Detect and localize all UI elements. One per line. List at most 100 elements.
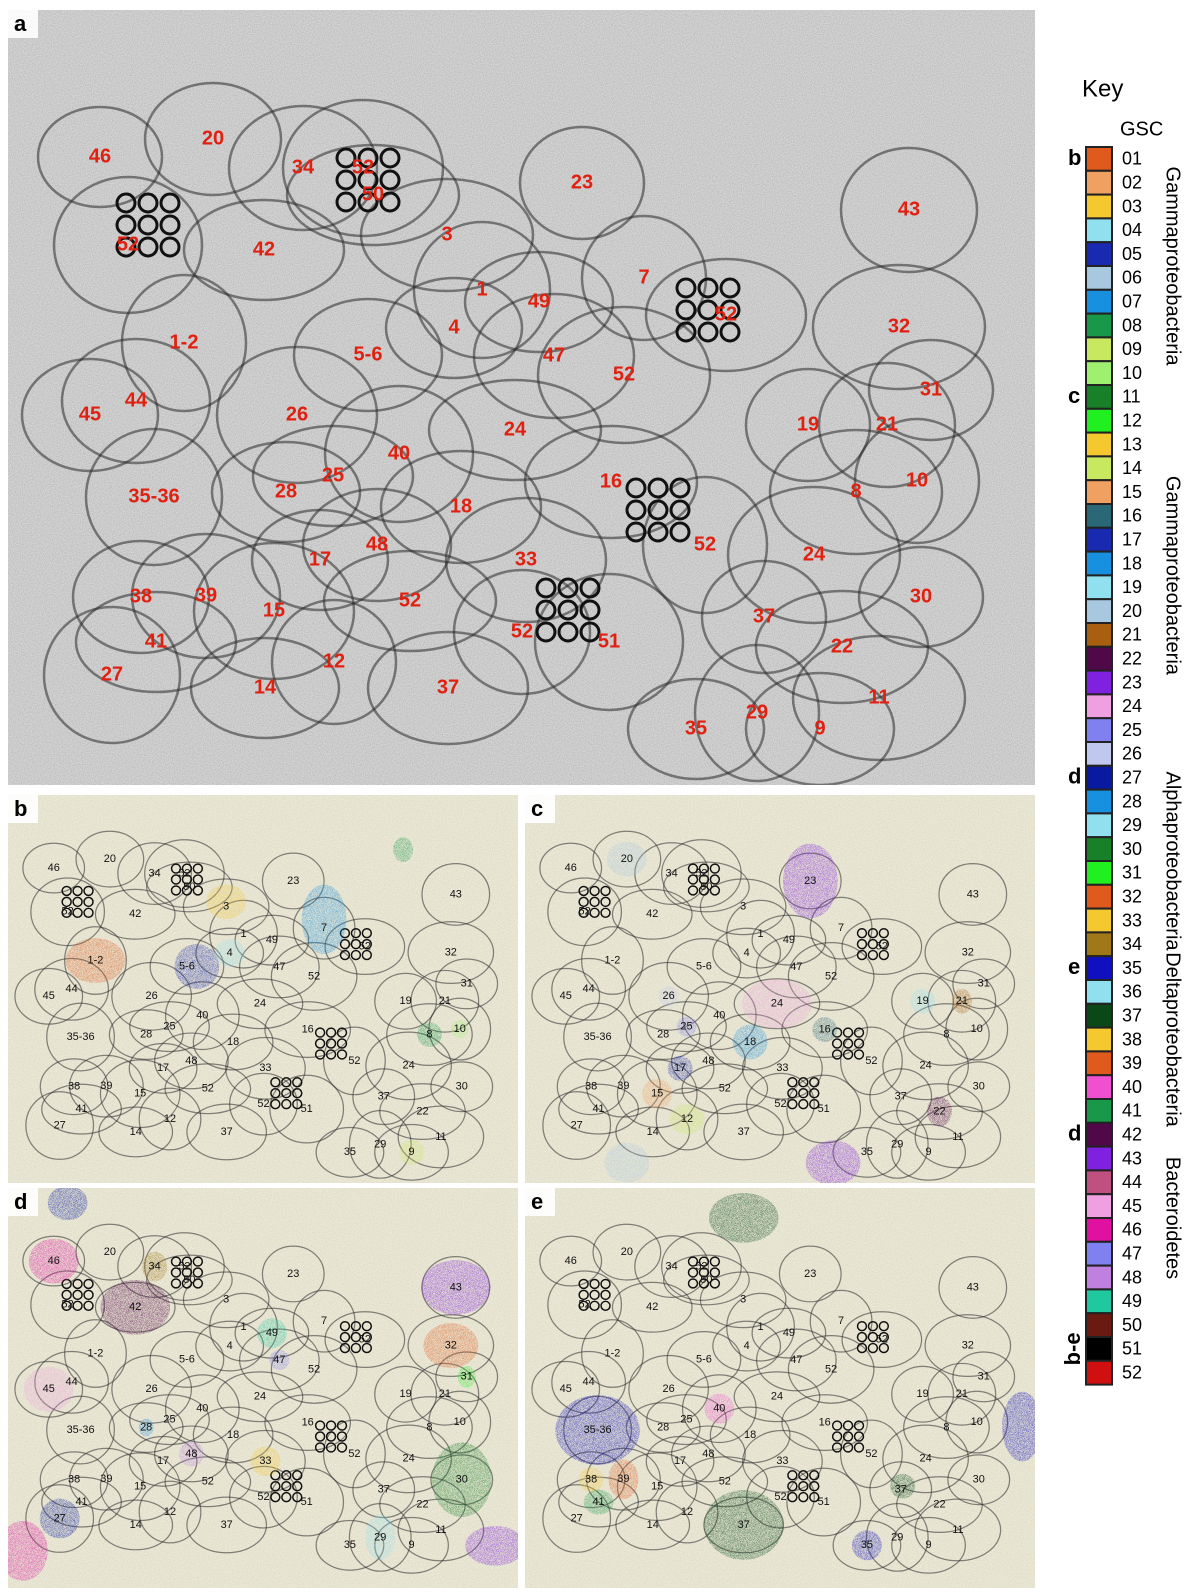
cell-label: 31 [978, 978, 990, 990]
key-id: 24 [1122, 696, 1142, 716]
cell-label: 21 [876, 413, 898, 435]
key-id: 36 [1122, 982, 1142, 1002]
group-letter: c [1068, 383, 1080, 408]
cell-label: 3 [223, 901, 229, 913]
panel-letter: e [531, 1189, 543, 1214]
cell-label: 50 [700, 1274, 712, 1286]
group-name: Bacteroidetes [1162, 1157, 1184, 1279]
cell-label: 12 [323, 650, 345, 672]
cell-label: 30 [456, 1474, 468, 1486]
cell-label: 3 [740, 1294, 746, 1306]
cell-label: 37 [895, 1091, 907, 1103]
cell-label: 9 [409, 1539, 415, 1551]
cell-label: 52 [694, 533, 716, 555]
key-swatch [1086, 409, 1112, 433]
cell-label: 33 [776, 1062, 788, 1074]
key-swatch [1086, 195, 1112, 219]
key-swatch [1086, 504, 1112, 528]
cell-label: 18 [227, 1036, 239, 1048]
cell-label: 26 [146, 1383, 158, 1395]
key-id: 22 [1122, 648, 1142, 668]
cell-label: 27 [54, 1512, 66, 1524]
cell-label: 39 [100, 1080, 112, 1092]
cell-label: 44 [583, 1376, 595, 1388]
cell-label: 10 [454, 1023, 466, 1035]
cell-label: 10 [906, 469, 928, 491]
key-id: 41 [1122, 1101, 1142, 1121]
cell-label: 26 [146, 990, 158, 1002]
cluster-signal [393, 837, 413, 862]
cell-label: 28 [140, 1421, 152, 1433]
cluster-signal [806, 1140, 861, 1185]
cell-label: 32 [445, 946, 457, 958]
key-swatch [1086, 1075, 1112, 1099]
cell-label: 27 [571, 1119, 583, 1131]
cell-label: 5-6 [354, 343, 383, 365]
cell-label: 10 [971, 1416, 983, 1428]
group-letter: b [1068, 145, 1081, 170]
cell-label: 19 [917, 995, 929, 1007]
key-id: 03 [1122, 196, 1142, 216]
cell-label: 34 [666, 1260, 678, 1272]
cell-label: 30 [910, 585, 932, 607]
key-id: 09 [1122, 339, 1142, 359]
cell-label: 46 [48, 1255, 60, 1267]
cluster-signal [465, 1526, 525, 1566]
cell-label: 52 [876, 1333, 888, 1345]
cell-label: 1-2 [88, 954, 104, 966]
cell-label: 52 [579, 906, 591, 918]
key-swatch [1086, 1266, 1112, 1290]
cell-label: 29 [891, 1531, 903, 1543]
group-letter: e [1068, 954, 1080, 979]
key-header: GSC [1120, 118, 1163, 140]
cell-label: 1 [758, 1321, 764, 1333]
key-id: 47 [1122, 1243, 1142, 1263]
cell-label: 5-6 [179, 1353, 195, 1365]
cell-label: 37 [221, 1126, 233, 1138]
cell-label: 18 [744, 1429, 756, 1441]
key-id: 42 [1122, 1124, 1142, 1144]
key-id: 20 [1122, 601, 1142, 621]
key-swatch [1086, 314, 1112, 338]
cell-label: 41 [592, 1103, 604, 1115]
cell-label: 9 [409, 1146, 415, 1158]
cell-label: 1-2 [605, 1347, 621, 1359]
key-swatch [1086, 575, 1112, 599]
cell-label: 7 [638, 266, 649, 288]
cell-label: 51 [818, 1496, 830, 1508]
key-swatch [1086, 361, 1112, 385]
cell-label: 10 [971, 1023, 983, 1035]
cell-label: 16 [819, 1416, 831, 1428]
cell-label: 52 [202, 1476, 214, 1488]
key-id: 10 [1122, 363, 1142, 383]
cell-label: 31 [978, 1371, 990, 1383]
key-swatch [1086, 242, 1112, 266]
cell-label: 52 [715, 303, 737, 325]
key-id: 38 [1122, 1029, 1142, 1049]
cell-label: 49 [783, 1327, 795, 1339]
cell-label: 52 [613, 363, 635, 385]
cell-label: 9 [926, 1146, 932, 1158]
panel-a: 4620345250234352423714952321-245-6475231… [8, 10, 1035, 785]
cell-label: 46 [565, 862, 577, 874]
cell-label: 21 [956, 1388, 968, 1400]
cell-label: 24 [403, 1060, 415, 1072]
cell-label: 27 [101, 663, 123, 685]
cell-label: 35-36 [584, 1424, 612, 1436]
cell-label: 12 [164, 1113, 176, 1125]
cell-label: 1 [241, 1321, 247, 1333]
key-id: 30 [1122, 839, 1142, 859]
key-id: 17 [1122, 529, 1142, 549]
cell-label: 14 [254, 676, 277, 698]
cell-label: 19 [797, 413, 819, 435]
cell-label: 34 [149, 1260, 161, 1272]
key-swatch [1086, 456, 1112, 480]
cell-label: 35 [685, 717, 707, 739]
key-id: 26 [1122, 744, 1142, 764]
cell-label: 17 [674, 1455, 686, 1467]
key-swatch [1086, 623, 1112, 647]
key-swatch [1086, 885, 1112, 909]
cell-label: 26 [663, 990, 675, 1002]
cell-label: 26 [286, 403, 308, 425]
cell-label: 22 [933, 1498, 945, 1510]
